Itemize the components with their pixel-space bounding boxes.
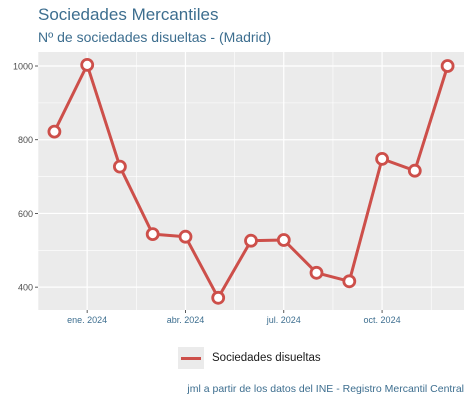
data-point bbox=[80, 58, 95, 72]
legend-key-sociedades-disueltas bbox=[178, 347, 204, 369]
x-axis: ene. 2024 abr. 2024 jul. 2024 oct. 2024 bbox=[67, 310, 401, 325]
data-point bbox=[276, 233, 291, 247]
data-point bbox=[342, 274, 357, 289]
y-axis: 400 600 800 1000 bbox=[13, 62, 38, 293]
data-point bbox=[375, 151, 390, 166]
data-point bbox=[178, 229, 193, 244]
x-tick-label: jul. 2024 bbox=[266, 315, 301, 325]
data-point bbox=[145, 227, 160, 242]
grid-major bbox=[38, 52, 464, 310]
data-point bbox=[113, 159, 127, 174]
data-point bbox=[309, 265, 324, 280]
x-tick-label: abr. 2024 bbox=[167, 315, 205, 325]
y-tick-label: 400 bbox=[18, 283, 33, 293]
data-point bbox=[244, 233, 258, 248]
y-tick-label: 800 bbox=[18, 135, 33, 145]
plot-panel bbox=[38, 52, 464, 310]
chart-caption: jml a partir de los datos del INE - Regi… bbox=[187, 383, 464, 395]
x-tick-label: ene. 2024 bbox=[67, 315, 107, 325]
chart-title: Sociedades Mercantiles bbox=[38, 5, 219, 24]
grid-minor bbox=[37, 52, 464, 310]
data-point bbox=[407, 163, 422, 178]
y-tick-label: 600 bbox=[18, 209, 33, 219]
y-tick-label: 1000 bbox=[13, 62, 33, 72]
data-point bbox=[47, 124, 62, 139]
data-point bbox=[211, 290, 226, 305]
legend: Sociedades disueltas bbox=[178, 347, 321, 369]
x-tick-label: oct. 2024 bbox=[364, 315, 401, 325]
chart-subtitle: Nº de sociedades disueltas - (Madrid) bbox=[38, 29, 272, 45]
data-point bbox=[440, 59, 455, 73]
series-group bbox=[47, 58, 455, 305]
legend-label-sociedades-disueltas: Sociedades disueltas bbox=[212, 352, 321, 364]
